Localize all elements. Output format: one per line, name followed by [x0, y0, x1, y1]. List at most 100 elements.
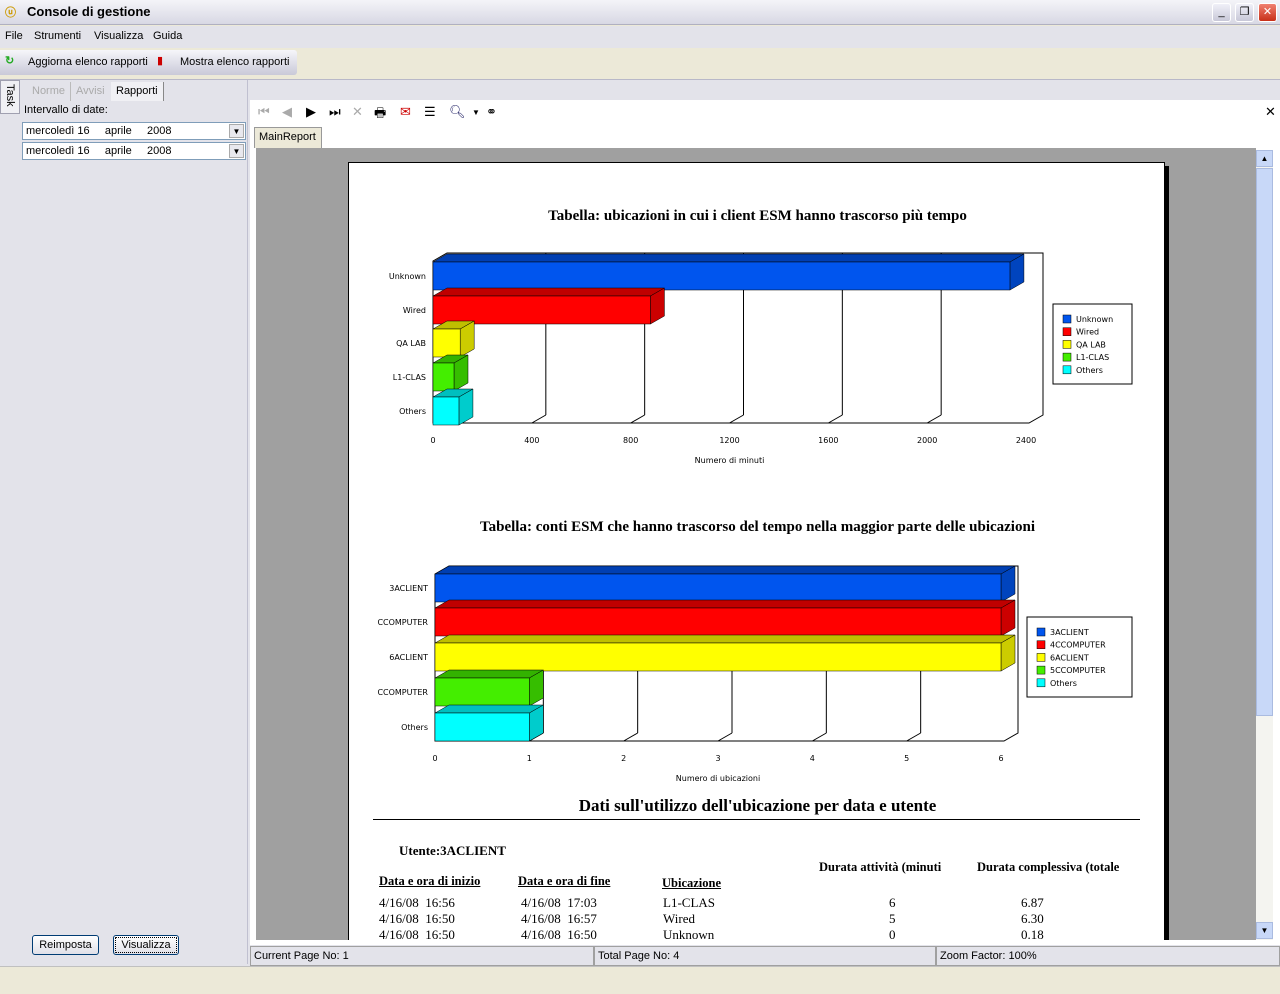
legend-swatch [1062, 352, 1072, 362]
bar [434, 677, 530, 707]
tab-mainreport[interactable]: MainReport [254, 127, 322, 148]
refresh-icon: ↻ [5, 55, 15, 67]
app-icon: ⓤ [5, 7, 16, 19]
gridline [729, 414, 744, 424]
table-cell: 4/16/08 16:50 [521, 927, 597, 940]
legend-label: Others [1050, 679, 1077, 688]
menu-guida[interactable]: Guida [153, 30, 183, 42]
zoom-icon[interactable]: 🔍︎ [449, 104, 466, 119]
print-icon[interactable]: 🖶 [374, 105, 387, 120]
bar [434, 573, 1002, 603]
menu-strumenti[interactable]: Strumenti [34, 30, 82, 42]
bar [434, 712, 530, 742]
date-from-value: mercoledì 16 aprile 2008 [26, 125, 172, 137]
task-label: Task [4, 84, 16, 107]
show-reports-button[interactable]: Mostra elenco rapporti [180, 56, 290, 68]
table-cell: 4/16/08 16:57 [521, 911, 597, 926]
menu-file[interactable]: File [5, 30, 23, 42]
legend-label: 4CCOMPUTER [1050, 641, 1106, 650]
gridline [630, 414, 645, 424]
scroll-thumb[interactable] [1256, 168, 1273, 716]
tab-avvisi[interactable]: Avvisi [70, 82, 110, 101]
table-cell: 4/16/08 16:50 [379, 911, 455, 926]
close-button[interactable]: ✕ [1258, 3, 1277, 22]
close-viewer-icon[interactable]: ✕ [1265, 104, 1276, 119]
maximize-button[interactable]: ❐ [1235, 3, 1254, 22]
col-duration: Durata attività (minuti [819, 860, 942, 874]
toolbar: ↻ Aggiorna elenco rapporti ▮ Mostra elen… [0, 50, 297, 75]
bar [432, 396, 460, 426]
bar [434, 642, 1002, 672]
table-cell: 6.87 [1021, 895, 1044, 910]
y-tick-label: 3ACLIENT [389, 584, 428, 593]
prev-page-icon[interactable]: ◀ [282, 104, 292, 119]
table-cell: 4/16/08 17:03 [521, 895, 597, 910]
zoom-dropdown-icon[interactable]: ▼ [472, 108, 480, 117]
x-tick-label: 4 [810, 754, 815, 763]
x-tick-label: 2 [621, 754, 626, 763]
date-from-picker[interactable]: mercoledì 16 aprile 2008 ▼ [22, 122, 246, 140]
scroll-down-button[interactable]: ▼ [1256, 922, 1273, 939]
bar-top [434, 669, 545, 679]
x-axis-label: Numero di ubicazioni [676, 774, 760, 783]
reset-button[interactable]: Reimposta [32, 935, 99, 955]
y-tick-label: CCOMPUTER [377, 688, 428, 697]
chevron-down-icon[interactable]: ▼ [229, 144, 244, 158]
x-axis-label: Numero di minuti [695, 456, 765, 465]
date-to-picker[interactable]: mercoledì 16 aprile 2008 ▼ [22, 142, 246, 160]
legend-swatch [1062, 365, 1072, 375]
minimize-button[interactable]: _ [1212, 3, 1231, 22]
export-icon[interactable]: ✉ [400, 104, 411, 119]
vertical-scrollbar[interactable]: ▲ ▼ [1256, 150, 1273, 940]
divider [373, 819, 1140, 820]
y-tick-label: Unknown [389, 272, 426, 281]
user-label: Utente:3ACLIENT [399, 843, 506, 858]
section-title: Dati sull'utilizzo dell'ubicazione per d… [578, 796, 937, 815]
legend-swatch [1062, 314, 1072, 324]
chart2: 0 1 2 3 4 5 6 3ACLIENT CCOMPUTER 6ACLIENT CCOMPUTE… [377, 565, 1133, 783]
tab-norme[interactable]: Norme [32, 85, 66, 97]
group-tree-icon[interactable]: ☰ [424, 104, 436, 119]
stop-icon[interactable]: ✕ [352, 104, 363, 119]
legend-label: 3ACLIENT [1050, 628, 1089, 637]
col-total: Durata complessiva (totale [977, 860, 1120, 874]
view-button[interactable]: Visualizza [113, 935, 179, 955]
y-tick-label: 6ACLIENT [389, 653, 428, 662]
window-title: Console di gestione [27, 4, 151, 19]
refresh-reports-button[interactable]: Aggiorna elenco rapporti [28, 56, 148, 68]
y-tick-label: Others [401, 723, 428, 732]
y-tick-label: Wired [403, 306, 426, 315]
scroll-up-button[interactable]: ▲ [1256, 150, 1273, 167]
bar-top [434, 565, 1016, 575]
x-tick-label: 1600 [818, 436, 838, 445]
y-tick-label: QA LAB [396, 339, 426, 348]
menu-visualizza[interactable]: Visualizza [94, 30, 144, 42]
next-page-icon[interactable]: ▶ [306, 104, 316, 119]
current-page-status: Current Page No: 1 [250, 946, 594, 966]
search-binoculars-icon[interactable]: ⚭ [486, 104, 497, 119]
gridline [623, 732, 638, 742]
chevron-down-icon[interactable]: ▼ [229, 124, 244, 138]
gridline [906, 732, 921, 742]
table-cell: 6 [889, 895, 896, 910]
x-tick-label: 1 [527, 754, 532, 763]
last-page-icon[interactable]: ⏭ [329, 104, 341, 119]
bar [432, 295, 651, 325]
total-page-status: Total Page No: 4 [594, 946, 936, 966]
chart1: 0 400 800 1200 1600 2000 2400 Unknown Wired QA LA… [389, 252, 1133, 465]
legend-swatch [1036, 627, 1046, 637]
y-tick-label: L1-CLAS [393, 373, 426, 382]
task-pane-toggle[interactable]: Task [0, 80, 20, 114]
gridline [717, 732, 733, 742]
chart2-title: Tabella: conti ESM che hanno trascorso d… [480, 519, 1035, 535]
table-cell: 4/16/08 16:56 [379, 895, 455, 910]
bar-top [434, 599, 1016, 609]
gridline [926, 414, 942, 424]
tab-rapporti[interactable]: Rapporti [111, 82, 164, 101]
table-cell: 4/16/08 16:50 [379, 927, 455, 940]
report-page: Tabella: ubicazioni in cui i client ESM … [348, 162, 1165, 940]
app-status-bar [0, 966, 1280, 994]
legend-swatch [1036, 678, 1046, 688]
first-page-icon[interactable]: ⏮ [258, 104, 270, 119]
legend-label: Others [1076, 366, 1103, 375]
